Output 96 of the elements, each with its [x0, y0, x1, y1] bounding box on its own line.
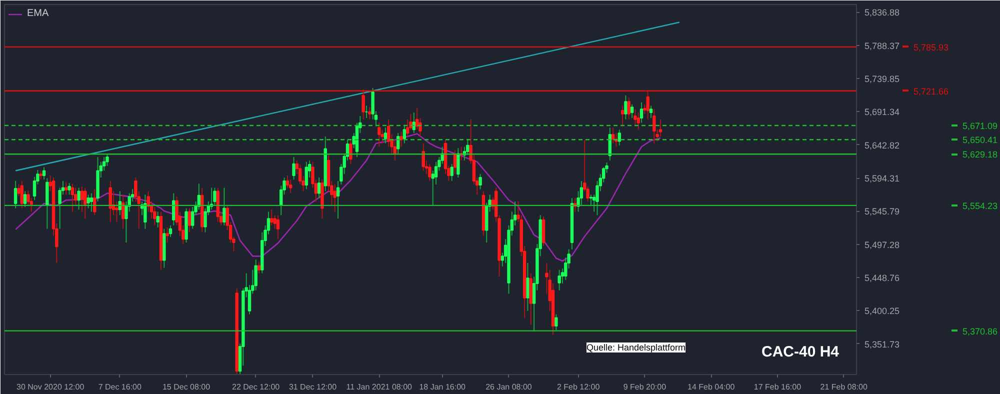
- candlestick: [634, 108, 637, 127]
- candlestick: [64, 182, 68, 196]
- x-tick-label: 18 Jan 16:00: [419, 382, 466, 392]
- candlestick: [618, 129, 621, 146]
- candlestick: [640, 102, 644, 124]
- x-tick-label: 14 Feb 04:00: [688, 382, 736, 392]
- candlestick: [115, 200, 118, 222]
- candlestick: [402, 124, 406, 144]
- ref-line-label: 5,554.23: [962, 200, 998, 211]
- x-tick-label: 11 Jan 2021 08:00: [346, 382, 413, 392]
- candlestick: [620, 105, 624, 127]
- x-tick-label: 31 Dec 12:00: [288, 382, 338, 392]
- candlestick: [646, 90, 650, 120]
- ref-line-label: 5,370.86: [962, 326, 998, 336]
- candlestick: [542, 216, 546, 246]
- candlestick: [222, 187, 226, 226]
- candlestick: [526, 262, 530, 312]
- y-tick-label: 5,788.37: [864, 40, 900, 51]
- y-tick-label: 5,691.34: [864, 107, 900, 118]
- candlestick: [80, 186, 84, 212]
- ref-line-label: 5,721.66: [914, 86, 949, 96]
- ref-line-label: 5,650.41: [962, 135, 998, 146]
- candlestick: [289, 179, 292, 194]
- legend-label: EMA: [27, 8, 49, 19]
- ref-line-label: 5,785.93: [914, 42, 949, 52]
- y-tick-label: 5,642.82: [864, 140, 900, 150]
- candlestick: [84, 187, 87, 220]
- candlestick: [378, 122, 381, 148]
- candlestick: [20, 180, 24, 209]
- x-tick-label: 7 Dec 16:00: [98, 382, 142, 392]
- x-tick-label: 26 Jan 08:00: [486, 382, 532, 392]
- candlestick: [46, 178, 49, 230]
- candlestick: [86, 194, 90, 209]
- candlestick: [166, 226, 169, 244]
- candlestick: [368, 106, 372, 120]
- y-tick-label: 5,448.76: [864, 273, 900, 284]
- x-tick-label: 21 Feb 08:00: [820, 382, 868, 392]
- candlestick: [589, 194, 593, 206]
- candlestick: [77, 187, 80, 210]
- x-tick-label: 30 Nov 2020 12:00: [16, 382, 85, 392]
- y-tick-label: 5,497.28: [864, 240, 900, 250]
- candlestick: [630, 104, 634, 119]
- candlestick: [276, 214, 280, 240]
- candlestick: [333, 184, 336, 212]
- ref-line-label: 5,629.18: [962, 150, 998, 160]
- x-tick-label: 17 Feb 16:00: [754, 382, 802, 392]
- candlestick: [213, 187, 216, 206]
- candlestick: [384, 127, 388, 144]
- y-tick-label: 5,836.88: [864, 8, 900, 18]
- candlestick: [478, 174, 482, 190]
- candlestick: [317, 177, 321, 199]
- candlestick: [90, 192, 94, 212]
- candlestick: [188, 208, 192, 233]
- candlestick: [362, 88, 365, 120]
- y-tick-label: 5,400.25: [864, 306, 900, 316]
- candlestick: [108, 180, 112, 222]
- x-tick-label: 2 Feb 12:00: [556, 382, 600, 392]
- candlestick: [400, 131, 403, 148]
- candlestick: [292, 156, 296, 180]
- candlestick: [453, 150, 457, 175]
- candlestick: [304, 161, 308, 190]
- candlestick: [624, 94, 628, 120]
- candlestick: [106, 153, 109, 166]
- annotation: CAC-40 H4: [762, 344, 840, 360]
- candlestick: [42, 166, 46, 180]
- candlestick: [649, 105, 653, 119]
- candlestick: [558, 269, 561, 291]
- candlestick: [68, 182, 71, 196]
- x-tick-label: 15 Dec 08:00: [162, 382, 211, 392]
- y-tick-label: 5,739.85: [864, 74, 900, 84]
- candlestick: [70, 183, 74, 212]
- candlestick: [257, 261, 261, 274]
- candlestick: [270, 209, 274, 226]
- y-tick-label: 5,545.79: [864, 206, 900, 217]
- y-tick-label: 5,594.31: [864, 174, 900, 184]
- candlestick: [23, 190, 27, 208]
- candlestick: [156, 211, 160, 228]
- candlestick: [636, 112, 640, 130]
- candlestick: [144, 194, 147, 230]
- line-series: [14, 133, 662, 262]
- candlestick: [450, 163, 454, 182]
- ref-line-label: 5,671.09: [962, 120, 998, 131]
- x-tick-label: 22 Dec 12:00: [232, 382, 280, 392]
- candlestick: [349, 139, 352, 164]
- candlestick: [611, 127, 615, 144]
- x-tick-label: 9 Feb 20:00: [623, 382, 667, 392]
- candlestick: [428, 163, 432, 182]
- candlestick: [652, 108, 656, 144]
- candlestick: [14, 180, 18, 209]
- candlestick: [254, 259, 258, 291]
- annotation: Quelle: Handelsplattform: [586, 342, 686, 352]
- candlestick: [627, 97, 630, 120]
- y-tick-label: 5,351.73: [864, 339, 900, 350]
- candlestick: [168, 224, 172, 238]
- candlestick: [456, 148, 460, 178]
- candlestick: [554, 314, 558, 331]
